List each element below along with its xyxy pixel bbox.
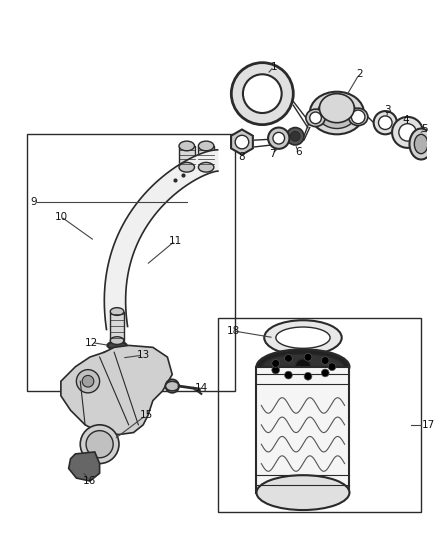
Bar [218, 318, 421, 512]
Circle shape [321, 369, 329, 377]
Text: 2: 2 [356, 69, 362, 79]
Text: 5: 5 [422, 125, 428, 134]
Circle shape [272, 360, 279, 367]
Ellipse shape [318, 98, 356, 128]
Polygon shape [104, 150, 218, 329]
Bar [198, 146, 214, 167]
Text: 14: 14 [194, 383, 208, 393]
Circle shape [76, 369, 99, 393]
Text: 17: 17 [422, 420, 435, 430]
Ellipse shape [257, 475, 350, 510]
Text: 18: 18 [226, 326, 240, 336]
Text: 13: 13 [137, 350, 150, 360]
Circle shape [285, 354, 292, 362]
Ellipse shape [306, 109, 325, 126]
Circle shape [374, 111, 397, 134]
Ellipse shape [264, 320, 342, 355]
Ellipse shape [179, 163, 194, 172]
Circle shape [273, 132, 285, 144]
Bar [27, 134, 235, 391]
Circle shape [304, 373, 312, 380]
Circle shape [399, 124, 416, 141]
Circle shape [304, 353, 312, 361]
Ellipse shape [276, 327, 330, 349]
Text: 8: 8 [239, 151, 245, 161]
Text: 4: 4 [402, 115, 409, 125]
Circle shape [82, 375, 94, 387]
Circle shape [231, 63, 293, 125]
Ellipse shape [310, 92, 364, 134]
Ellipse shape [349, 108, 368, 126]
Text: 1: 1 [271, 61, 277, 71]
Ellipse shape [351, 110, 365, 124]
Ellipse shape [110, 308, 124, 316]
Text: 9: 9 [30, 197, 37, 207]
Polygon shape [61, 345, 172, 434]
Text: 6: 6 [295, 147, 301, 157]
Ellipse shape [166, 381, 179, 391]
Ellipse shape [410, 128, 433, 159]
Circle shape [235, 135, 249, 149]
Bar [110, 311, 124, 341]
Bar [257, 367, 350, 492]
Circle shape [285, 372, 292, 379]
Bar [179, 146, 194, 167]
Circle shape [290, 132, 300, 141]
Ellipse shape [198, 163, 214, 172]
Circle shape [328, 363, 336, 370]
Ellipse shape [102, 350, 133, 360]
Ellipse shape [110, 337, 124, 344]
Circle shape [321, 357, 329, 365]
Text: 12: 12 [85, 337, 99, 348]
Text: 10: 10 [54, 212, 67, 222]
Ellipse shape [257, 349, 350, 384]
Text: 7: 7 [268, 149, 276, 159]
Text: 15: 15 [139, 410, 153, 420]
Circle shape [268, 127, 290, 149]
Ellipse shape [262, 354, 344, 379]
Circle shape [80, 425, 119, 464]
Ellipse shape [107, 342, 127, 349]
Polygon shape [69, 452, 99, 481]
Circle shape [272, 366, 279, 374]
Ellipse shape [414, 134, 428, 154]
Ellipse shape [319, 94, 354, 123]
Circle shape [166, 379, 179, 393]
Ellipse shape [179, 141, 194, 151]
Text: 11: 11 [169, 236, 182, 246]
Circle shape [392, 117, 423, 148]
Ellipse shape [110, 353, 125, 358]
Circle shape [286, 127, 304, 145]
Ellipse shape [198, 141, 214, 151]
Text: 3: 3 [384, 105, 391, 115]
Text: 16: 16 [83, 476, 96, 486]
Ellipse shape [310, 112, 321, 124]
Circle shape [295, 359, 311, 375]
Circle shape [86, 431, 113, 458]
Circle shape [243, 74, 282, 113]
Circle shape [378, 116, 392, 130]
Polygon shape [231, 130, 253, 155]
